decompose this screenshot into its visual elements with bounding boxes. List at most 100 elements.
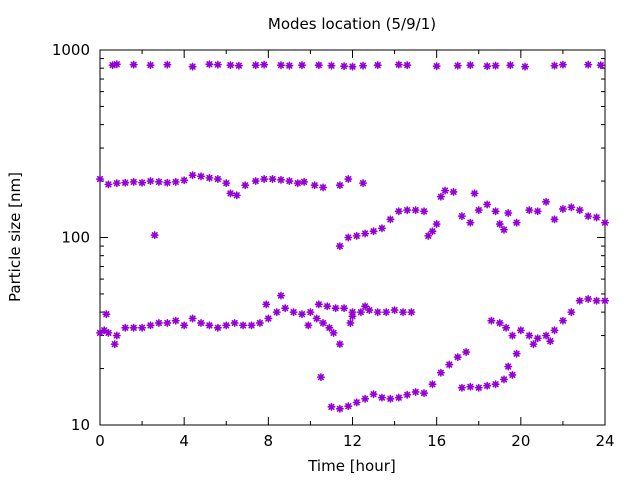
data-point (462, 348, 471, 357)
data-point (226, 61, 235, 70)
data-point (171, 316, 180, 325)
data-point (550, 326, 559, 335)
data-point (340, 304, 349, 313)
data-point (457, 383, 466, 392)
data-point (390, 306, 399, 315)
x-tick-label: 8 (264, 432, 274, 450)
data-point (102, 310, 111, 319)
data-point (188, 314, 197, 323)
data-point (502, 323, 511, 332)
data-point (104, 180, 113, 189)
data-point (146, 61, 155, 70)
data-point (276, 291, 285, 300)
data-point (436, 192, 445, 201)
data-point (222, 179, 231, 188)
data-point (420, 207, 429, 216)
data-point (575, 206, 584, 215)
data-point (163, 60, 172, 69)
data-point (432, 220, 441, 229)
data-point (344, 175, 353, 184)
data-point (276, 175, 285, 184)
data-point (558, 204, 567, 213)
data-point (558, 316, 567, 325)
data-point (276, 61, 285, 70)
data-point (352, 398, 361, 407)
data-point (516, 326, 525, 335)
x-tick-label: 20 (511, 432, 530, 450)
data-point (260, 60, 269, 69)
data-point (584, 60, 593, 69)
data-point (394, 393, 403, 402)
data-point (213, 175, 222, 184)
data-point (197, 172, 205, 181)
data-point (314, 300, 323, 309)
data-point (293, 179, 302, 188)
data-point (529, 340, 538, 349)
data-point (361, 229, 370, 238)
data-point (394, 60, 403, 69)
data-point (424, 231, 433, 240)
data-point (495, 318, 504, 327)
data-point (327, 402, 336, 411)
data-point (542, 331, 551, 340)
data-point (335, 340, 344, 349)
data-point (241, 181, 250, 190)
data-point (205, 60, 214, 69)
data-point (323, 302, 332, 311)
data-point (205, 173, 214, 182)
data-point (504, 209, 513, 218)
data-point (411, 206, 420, 215)
data-point (226, 189, 235, 198)
data-point (188, 62, 197, 71)
data-point (319, 318, 328, 327)
data-point (112, 179, 121, 188)
data-point (453, 61, 462, 70)
data-point (359, 61, 368, 70)
data-point (163, 318, 172, 327)
data-point (359, 179, 368, 188)
data-point (600, 296, 610, 305)
data-point (121, 323, 130, 332)
data-point (567, 308, 576, 317)
data-point (474, 206, 483, 215)
x-tick-label: 12 (343, 432, 362, 450)
y-tick-label: 10 (71, 416, 90, 434)
data-point (247, 321, 256, 330)
data-point (466, 382, 475, 391)
data-point (104, 328, 113, 337)
data-point (403, 206, 412, 215)
data-point (222, 321, 231, 330)
data-point (592, 213, 601, 222)
plot-border (99, 49, 606, 426)
data-point (483, 381, 492, 390)
data-point (403, 390, 412, 399)
y-tick-labels: 10 100 1000 (52, 41, 90, 434)
data-point (268, 175, 277, 184)
data-point (386, 215, 395, 224)
data-point (264, 314, 273, 323)
data-point (146, 177, 155, 186)
data-point (112, 60, 121, 69)
data-point (361, 302, 370, 311)
data-point (491, 380, 500, 389)
data-point (466, 61, 475, 70)
data-point (474, 383, 483, 392)
data-point (346, 318, 355, 327)
data-point (285, 61, 294, 70)
data-point (483, 62, 492, 71)
data-point (525, 206, 534, 215)
data-point (533, 207, 542, 216)
data-point (382, 308, 391, 317)
data-point (325, 323, 334, 332)
data-point (369, 390, 378, 399)
data-point (487, 316, 496, 325)
data-point (213, 60, 222, 69)
data-point (262, 300, 271, 309)
data-point (407, 308, 416, 317)
data-point (129, 60, 138, 69)
data-point (428, 227, 437, 236)
data-point (491, 207, 500, 216)
data-point (550, 215, 559, 224)
data-point (205, 321, 214, 330)
data-point (234, 61, 243, 70)
